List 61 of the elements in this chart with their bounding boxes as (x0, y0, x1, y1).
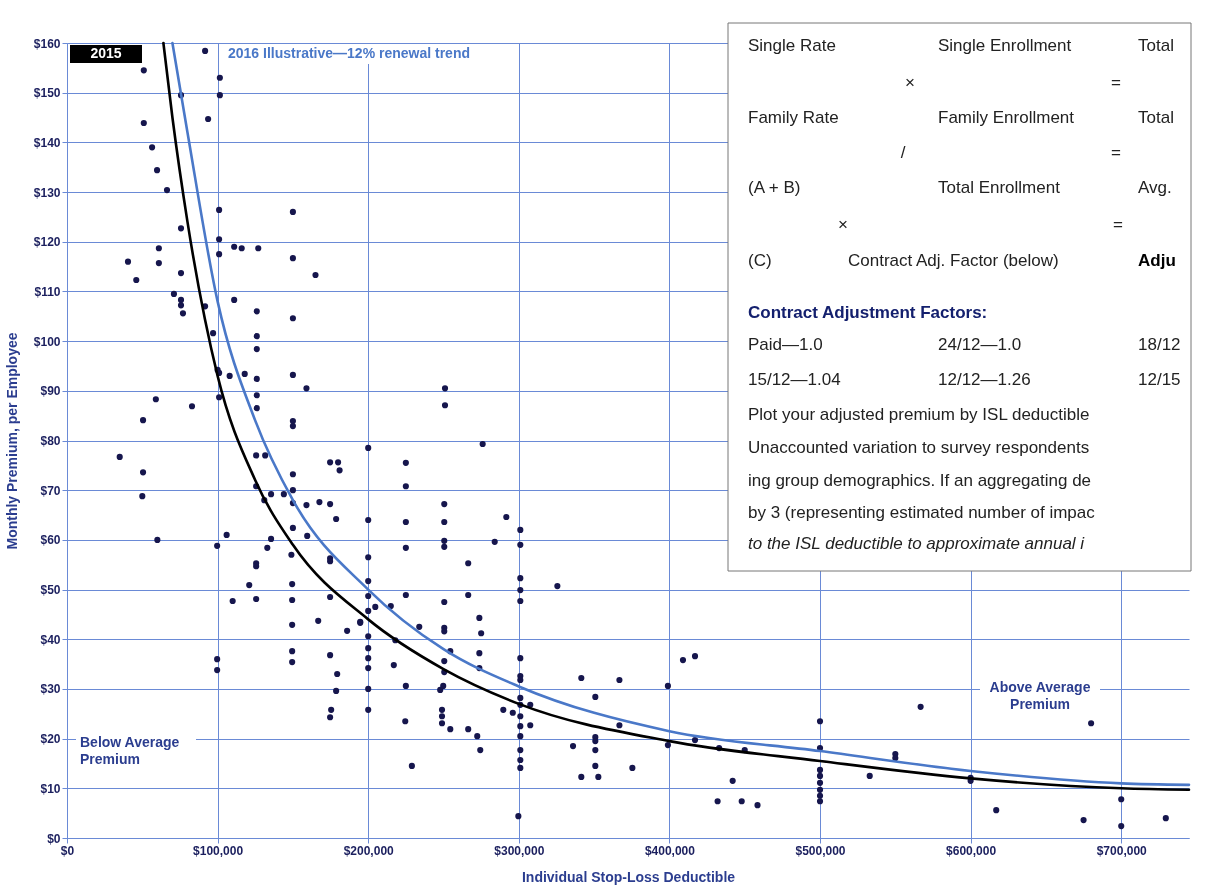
x-axis-title: Individual Stop-Loss Deductible (521, 868, 736, 885)
y-tick-label: $50 (40, 583, 61, 598)
annotation: × (905, 73, 915, 92)
y-tick-label: $100 (33, 334, 61, 349)
y-axis-title: Monthly Premium, per Employee (3, 332, 20, 550)
annotation: (C) (748, 251, 772, 270)
y-tick-label: $80 (40, 434, 61, 448)
annotation: / (900, 143, 906, 162)
annotation: 12/12—1.26 (938, 370, 1031, 389)
y-tick-label: $70 (40, 483, 61, 498)
y-tick-label: $130 (33, 185, 61, 200)
text: 2015 (90, 45, 122, 61)
y-tick-label: $120 (33, 235, 61, 250)
y-tick-label: $20 (40, 732, 61, 747)
annotation: Total (1138, 108, 1174, 127)
annotation: Family Rate (748, 108, 839, 127)
annotation: = (1111, 73, 1122, 92)
annotation: Total (1138, 36, 1174, 55)
annotation: Plot your adjusted premium by ISL deductible (748, 405, 1090, 424)
annotation: = (1113, 215, 1124, 234)
annotation: Paid—1.0 (748, 335, 823, 354)
annotation: (A + B) (748, 178, 801, 197)
y-tick-label: $110 (34, 284, 61, 299)
y-tick-label: $30 (40, 682, 61, 697)
annotation: Single Rate (748, 36, 836, 55)
y-tick-label: $150 (33, 86, 61, 101)
annotation: 24/12—1.0 (938, 335, 1022, 354)
x-tick-label: $400,000 (644, 843, 696, 858)
x-tick-label: $500,000 (795, 843, 846, 858)
annotation: Above Average Premium (989, 679, 1091, 712)
y-tick-label: $140 (33, 135, 61, 150)
x-tick-label: $200,000 (343, 843, 395, 858)
annotation: by 3 (representing estimated number of impac (748, 503, 1096, 522)
annotation: 12/15 (1138, 370, 1181, 389)
annotation: × (838, 215, 848, 234)
annotation: Family Enrollment (938, 108, 1075, 127)
annotation: 18/12 (1138, 335, 1181, 354)
annotation: Single Enrollment (938, 36, 1072, 55)
annotation: Adju (1138, 251, 1176, 270)
x-tick-label: $600,000 (946, 843, 997, 858)
y-tick-label: $90 (40, 384, 61, 399)
y-tick-label: $60 (40, 533, 61, 548)
annotation: to the ISL deductible to approximate annual i (748, 534, 1086, 553)
annotation: Unaccounted variation to survey respondents (748, 438, 1090, 457)
annotation: 15/12—1.04 (748, 370, 841, 389)
y-tick-label: $40 (40, 632, 61, 647)
x-tick-label: $700,000 (1096, 843, 1148, 858)
annotation: ing group demographics. If an aggregating de (748, 471, 1092, 490)
x-tick-label: $0 (60, 843, 75, 858)
annotation: Total Enrollment (938, 178, 1061, 197)
y-tick-label: $0 (47, 831, 61, 846)
annotation: = (1111, 143, 1122, 162)
annotation: Contract Adj. Factor (below) (848, 251, 1059, 270)
annotation: Below Average Premium (80, 734, 180, 767)
annotation: Avg. (1138, 178, 1172, 197)
y-tick-label: $160 (33, 36, 61, 51)
y-tick-label: $10 (40, 781, 61, 796)
x-tick-label: $100,000 (193, 843, 244, 858)
annotation: Contract Adjustment Factors: (748, 303, 988, 322)
x-tick-label: $300,000 (494, 843, 545, 858)
text: 2016 Illustrative—12% renewal trend (228, 45, 470, 61)
